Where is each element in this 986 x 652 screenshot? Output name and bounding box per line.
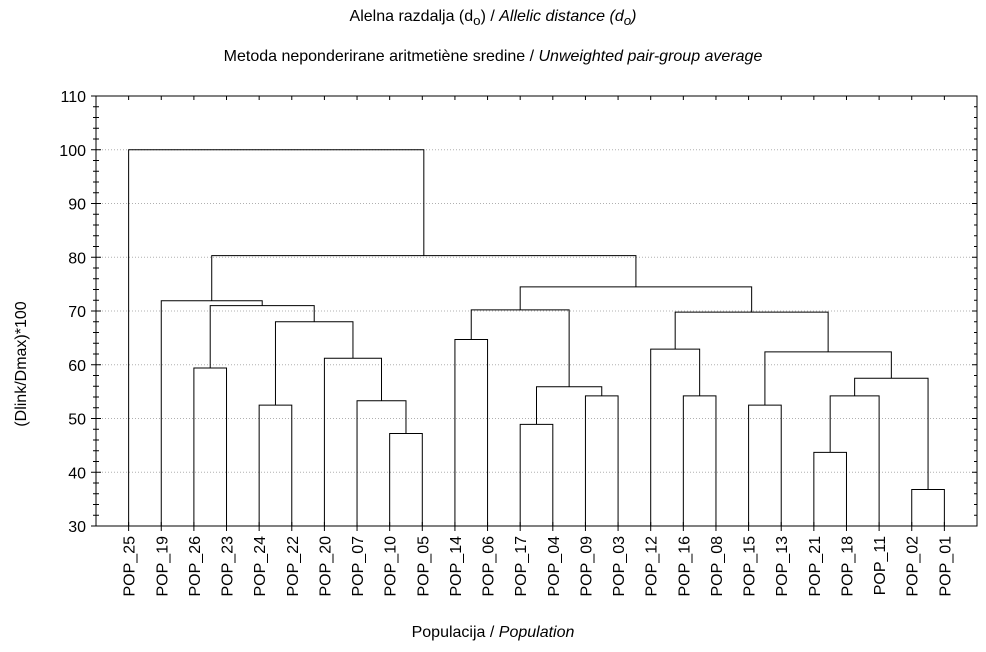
dendrogram-link (813, 451, 847, 526)
x-tick-label: POP_14 (448, 536, 465, 597)
dendrogram-link (650, 348, 701, 526)
x-tick-label: POP_02 (905, 536, 922, 597)
dendrogram-link (209, 305, 315, 368)
y-tick-label: 110 (60, 89, 86, 106)
dendrogram-link (193, 367, 228, 526)
dendrogram-link (258, 404, 293, 526)
dendrogram-link (674, 311, 829, 352)
y-tick-label: 100 (59, 143, 86, 160)
x-tick-label: POP_24 (252, 536, 269, 597)
x-tick-label: POP_23 (220, 536, 237, 597)
dendrogram-link (211, 255, 637, 301)
y-tick-label: 90 (68, 197, 86, 214)
dendrogram-link (748, 404, 782, 526)
chart-title-line1: Alelna razdalja (do) / Allelic distance … (349, 8, 637, 29)
x-tick-label: POP_10 (383, 536, 400, 597)
dendrogram-links (128, 149, 945, 526)
x-tick-label: POP_26 (187, 536, 204, 597)
y-tick-label: 30 (68, 519, 86, 536)
x-tick-label: POP_13 (774, 536, 791, 597)
x-tick-label: POP_20 (317, 536, 334, 597)
y-tick-label: 80 (68, 250, 86, 267)
y-tick-label: 70 (68, 304, 86, 321)
x-tick-label: POP_21 (807, 536, 824, 597)
y-axis-ticks: 30 40 50 60 70 80 90 100 110 (59, 89, 977, 536)
x-tick-label: POP_15 (742, 536, 759, 597)
x-tick-label: POP_19 (154, 536, 171, 597)
x-tick-label: POP_09 (578, 536, 595, 597)
x-tick-label: POP_08 (709, 536, 726, 597)
x-tick-label: POP_04 (546, 536, 563, 597)
x-tick-label: POP_18 (839, 536, 856, 597)
x-tick-label: POP_12 (644, 536, 661, 597)
x-tick-label: POP_16 (676, 536, 693, 597)
x-tick-label: POP_03 (611, 536, 628, 597)
x-axis-label: Populacija / Population (411, 624, 575, 641)
dendrogram-link (128, 149, 425, 526)
x-tick-label: POP_17 (513, 536, 530, 597)
x-tick-label: POP_07 (350, 536, 367, 597)
dendrogram-link (911, 488, 945, 526)
x-tick-label: POP_22 (285, 536, 302, 597)
dendrogram-link (854, 377, 929, 490)
dendrogram-link (519, 423, 554, 526)
x-tick-label: POP_11 (872, 536, 889, 595)
dendrogram-link (454, 338, 489, 526)
x-tick-label: POP_01 (937, 536, 954, 597)
x-axis-ticks: POP_25 POP_19 POP_26 POP_23 POP_24 POP_22 POP_… (122, 96, 954, 597)
dendrogram-link (274, 321, 354, 406)
y-tick-label: 40 (68, 465, 86, 482)
dendrogram-link (389, 433, 423, 526)
dendrogram-link (160, 300, 263, 526)
dendrogram-link (584, 395, 619, 526)
dendrogram-link (829, 395, 880, 526)
x-tick-label: POP_06 (481, 536, 498, 597)
dendrogram-link (323, 357, 383, 526)
dendrogram-link (470, 309, 570, 387)
y-tick-label: 60 (68, 358, 86, 375)
x-tick-label: POP_25 (122, 536, 139, 597)
dendrogram-link (682, 395, 717, 526)
dendrogram-link (519, 286, 753, 313)
chart-title-line2: Metoda neponderirane aritmetiène sredine… (223, 48, 763, 65)
y-tick-label: 50 (68, 412, 86, 429)
x-tick-label: POP_05 (415, 536, 432, 597)
dendrogram-link (356, 400, 407, 526)
